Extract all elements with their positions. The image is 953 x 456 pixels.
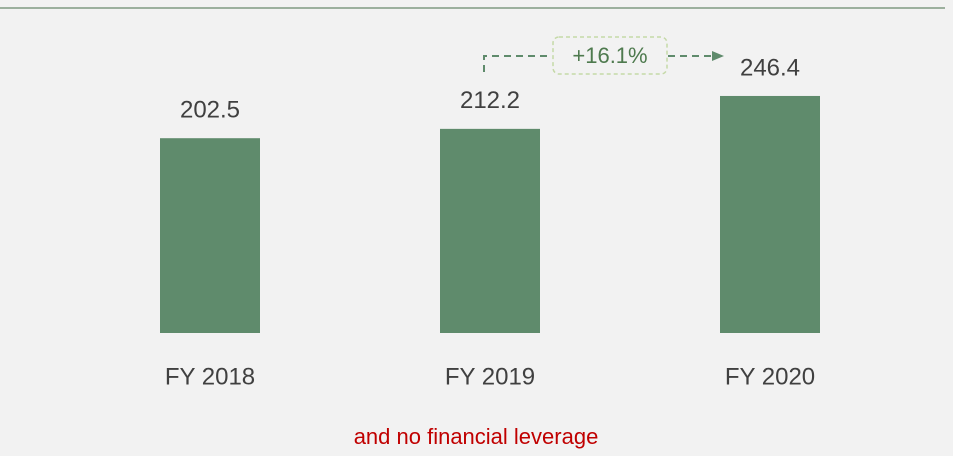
value-label: 202.5 — [180, 97, 240, 124]
arrow-head — [712, 51, 724, 61]
x-tick-label: FY 2018 — [165, 363, 255, 390]
bar — [160, 138, 260, 333]
x-tick-label: FY 2020 — [725, 363, 815, 390]
x-tick-label: FY 2019 — [445, 363, 535, 390]
annotation-box — [552, 36, 668, 75]
growth-arrow — [483, 55, 712, 72]
annotation: +16.1% — [572, 43, 647, 68]
bar — [720, 95, 820, 334]
value-label: 246.4 — [740, 54, 800, 81]
value-label: 212.2 — [460, 87, 520, 114]
footnote: and no financial leverage — [354, 424, 599, 449]
bar — [440, 128, 540, 333]
